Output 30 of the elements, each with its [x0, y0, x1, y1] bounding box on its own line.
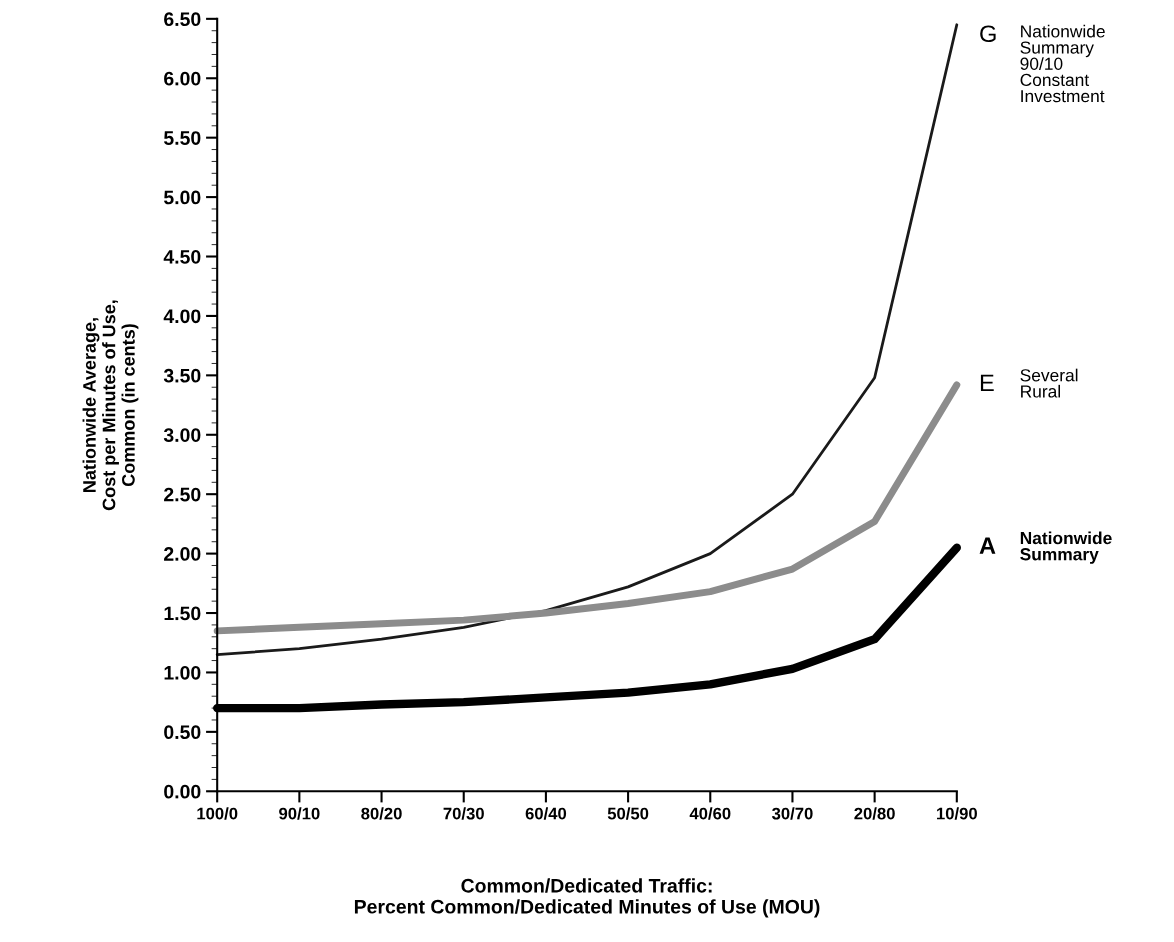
x-tick-label: 50/50 — [607, 807, 649, 820]
y-tick-label: 1.00 — [164, 665, 201, 680]
y-axis-title: Nationwide Average, Cost per Minutes of Use, Common (in cents) — [82, 300, 139, 511]
x-tick-label: 100/0 — [197, 807, 238, 820]
y-tick-label: 5.00 — [163, 190, 201, 205]
y-tick-label: 6.50 — [164, 12, 201, 27]
y-tick-label: 4.50 — [163, 249, 201, 264]
x-axis-title: Common/Dedicated Traffic: Percent Common/Dedicated Minutes of Use (MOU) — [354, 878, 820, 918]
x-tick-label: 10/90 — [937, 807, 977, 820]
series-label: E Several Rural — [980, 368, 1078, 398]
y-tick-label: 3.50 — [163, 368, 201, 383]
y-tick-label: 1.50 — [164, 606, 201, 621]
x-tick-label: 30/70 — [771, 807, 813, 820]
y-tick-label: 6.00 — [164, 71, 201, 86]
x-tick-label: 40/60 — [689, 807, 731, 820]
series-label: G Nationwide Summary 90/10 Constant Investment — [980, 24, 1105, 103]
x-tick-label: 20/80 — [854, 807, 895, 820]
y-tick-label: 4.00 — [163, 309, 201, 324]
x-tick-label: 70/30 — [443, 807, 484, 820]
series-label: A Nationwide Summary — [979, 531, 1112, 564]
y-tick-label: 2.50 — [164, 487, 201, 502]
y-tick-label: 5.50 — [163, 131, 201, 145]
line-series — [215, 23, 959, 657]
y-tick-label: 0.00 — [164, 784, 201, 799]
x-tick-label: 80/20 — [361, 807, 402, 820]
x-tick-label: 60/40 — [525, 807, 567, 820]
y-tick-label: 0.50 — [164, 725, 201, 740]
y-tick-label: 3.00 — [163, 428, 201, 443]
x-tick-label: 90/10 — [279, 807, 320, 820]
y-tick-label: 2.00 — [164, 547, 201, 561]
